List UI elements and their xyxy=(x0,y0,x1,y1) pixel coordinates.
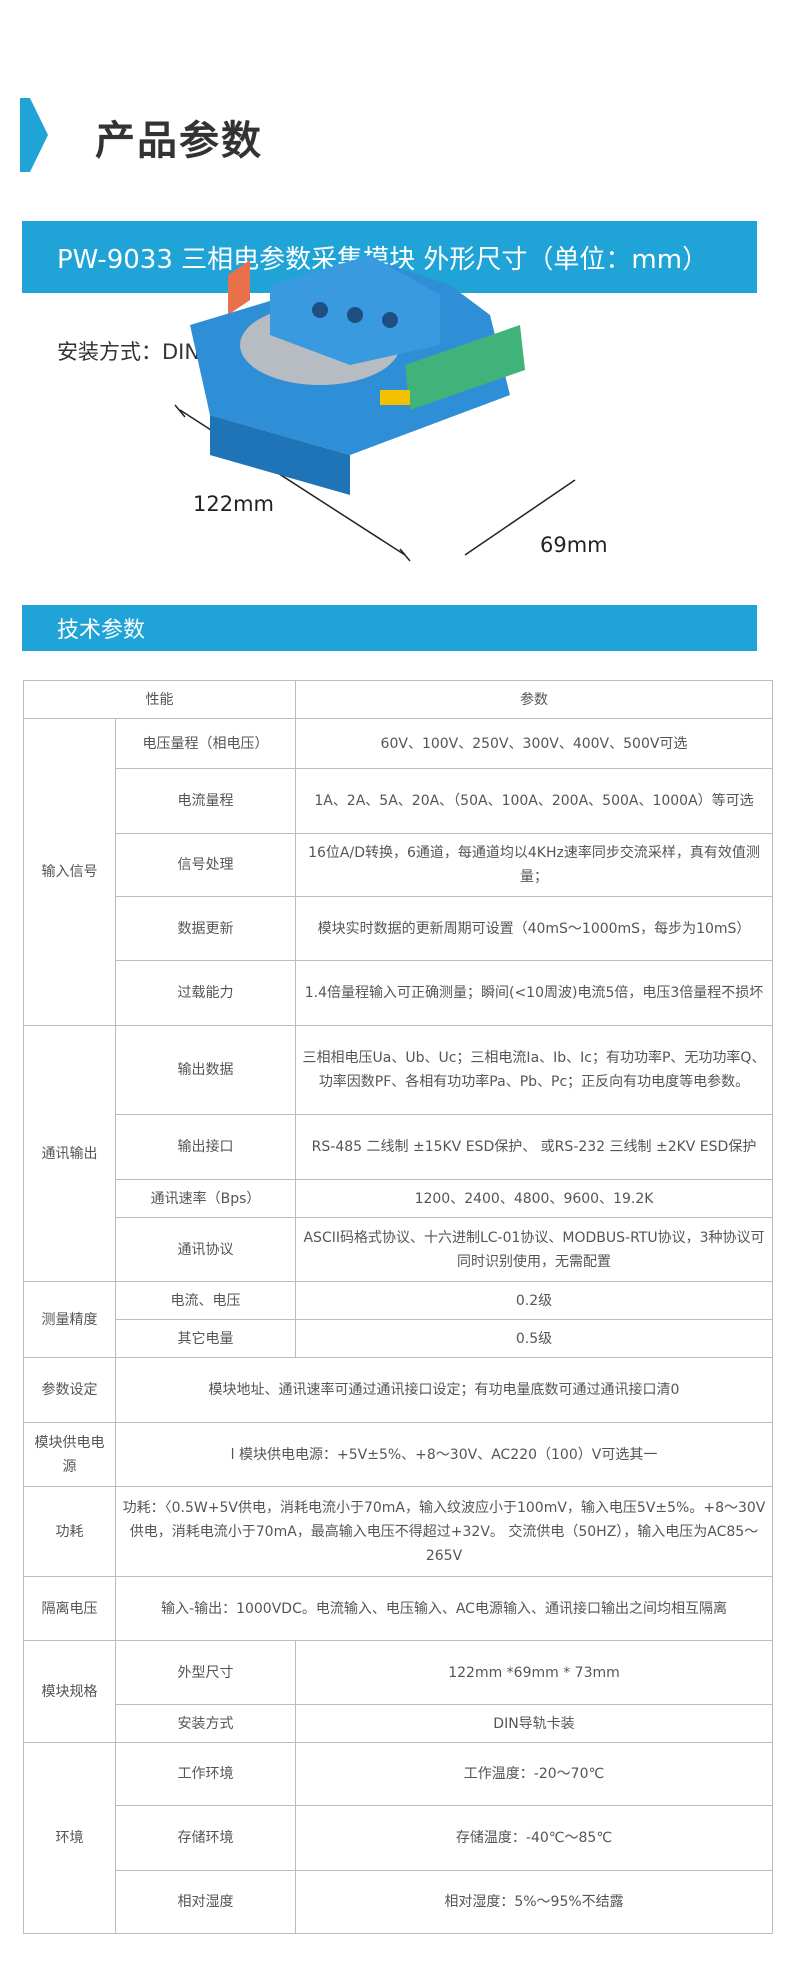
table-row: 参数设定 模块地址、通讯速率可通过通讯接口设定；有功电量底数可通过通讯接口清0 xyxy=(23,1357,773,1423)
table-row: 电流量程 1A、2A、5A、20A、（50A、100A、200A、500A、100… xyxy=(24,768,773,834)
section-arrow-icon xyxy=(20,98,48,172)
table-row: 安装方式 DIN导轨卡装 xyxy=(24,1704,773,1743)
table-row: 相对湿度 相对湿度：5%～95%不结露 xyxy=(24,1870,773,1934)
table-row: 输出接口 RS-485 二线制 ±15KV ESD保护、 或RS-232 三线制 … xyxy=(24,1114,773,1180)
table-row: 隔离电压 输入-输出：1000VDC。电流输入、电压输入、AC电源输入、通讯接口输… xyxy=(23,1576,773,1641)
table-row: 过载能力 1.4倍量程输入可正确测量；瞬间(<10周波)电流5倍，电压3倍量程不损… xyxy=(24,960,773,1026)
table-row: 通讯协议 ASCII码格式协议、十六进制LC-01协议、MODBUS-RTU协议，… xyxy=(24,1217,773,1282)
width-label: 69mm xyxy=(540,533,608,557)
table-row: 输入信号 电压量程（相电压） 60V、100V、250V、300V、400V、500… xyxy=(23,718,773,1026)
table-row: 通讯速率（Bps） 1200、2400、4800、9600、19.2K xyxy=(24,1179,773,1218)
table-row: 功耗 功耗：〈0.5W+5V供电，消耗电流小于70mA，输入纹波应小于100mV，… xyxy=(23,1486,773,1577)
table-row: 其它电量 0.5级 xyxy=(24,1319,773,1358)
table-row: 存储环境 存储温度：-40℃～85℃ xyxy=(24,1805,773,1871)
product-image xyxy=(174,255,576,562)
tech-banner: 技术参数 xyxy=(22,605,757,651)
table-row: 测量精度 电流、电压 0.2级 xyxy=(23,1281,773,1358)
table-header: 性能 参数 xyxy=(23,680,773,719)
length-label: 122mm xyxy=(193,492,274,516)
table-row: 数据更新 模块实时数据的更新周期可设置（40mS～1000mS，每步为10mS） xyxy=(24,896,773,961)
table-row: 环境 工作环境 工作温度：-20～70℃ xyxy=(23,1742,773,1934)
table-row: 模块规格 外型尺寸 122mm *69mm * 73mm xyxy=(23,1640,773,1743)
page-title: 产品参数 xyxy=(95,118,263,164)
table-row: 通讯输出 输出数据 三相相电压Ua、Ub、Uc；三相电流Ia、Ib、Ic；有功功率P… xyxy=(23,1025,773,1282)
table-row: 信号处理 16位A/D转换，6通道，每通道均以4KHz速率同步交流采样，真有效值测… xyxy=(24,833,773,897)
spec-table: 性能 参数 输入信号 电压量程（相电压） 60V、100V、250V、300V、400… xyxy=(23,680,773,1934)
table-row: 模块供电电源 l 模块供电电源：+5V±5%、+8～30V、AC220（100）V… xyxy=(23,1422,773,1487)
